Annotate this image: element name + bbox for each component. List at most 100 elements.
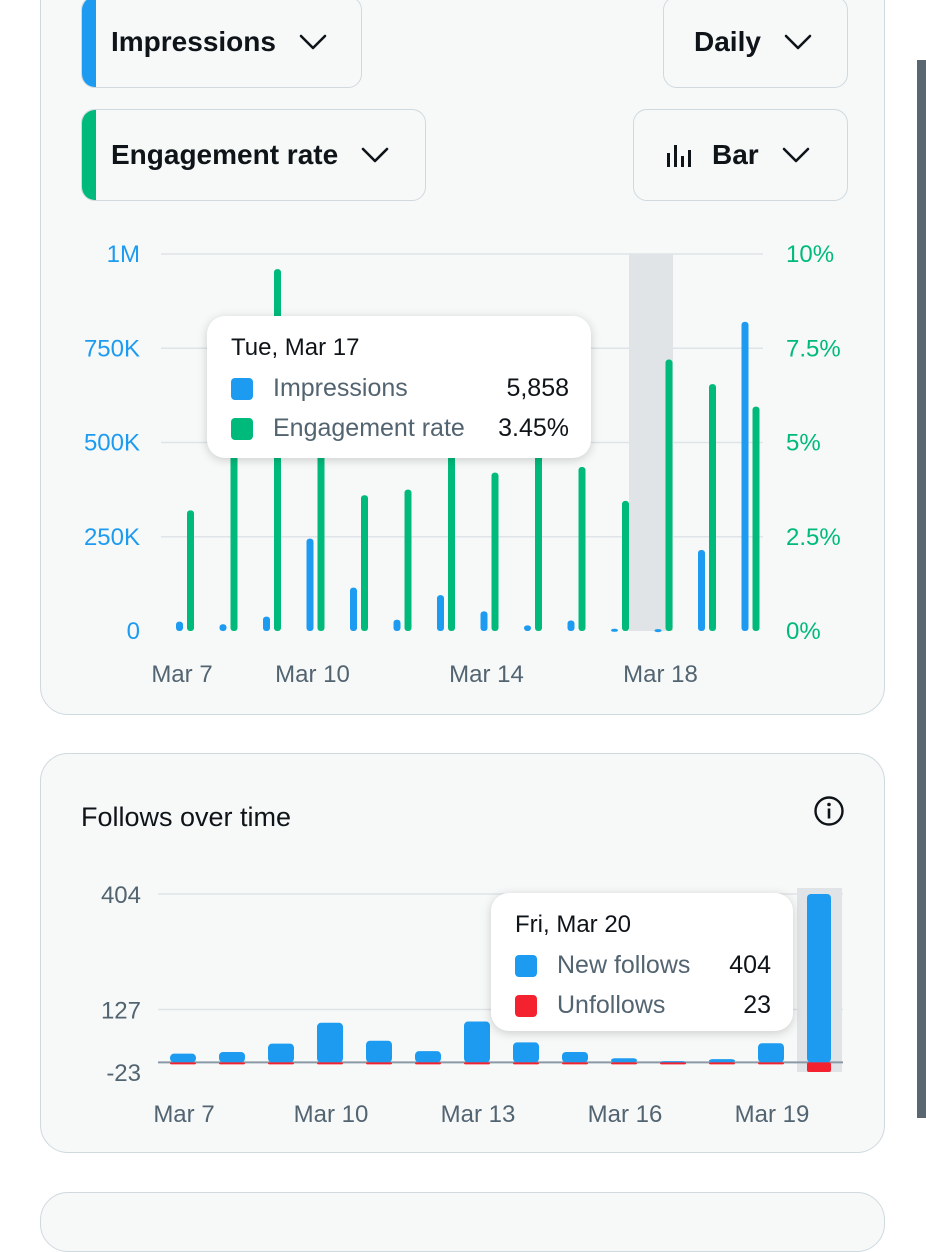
- follows-title: Follows over time: [81, 802, 292, 832]
- engagement-bar: [752, 406, 760, 631]
- unfollows-bar: [268, 1062, 294, 1065]
- unfollows-bar: [807, 1062, 831, 1072]
- scrollbar[interactable]: [917, 60, 926, 1118]
- left-axis-tick-label: 750K: [84, 335, 140, 362]
- engagement-bar: [622, 500, 629, 631]
- engagement-bar: [578, 467, 586, 631]
- unfollows-bar: [219, 1062, 245, 1065]
- impressions-bar: [437, 595, 444, 631]
- right-axis-tick-label: 0%: [786, 618, 821, 645]
- new-follows-bar: [611, 1058, 637, 1063]
- engagement-bar: [361, 495, 368, 631]
- unfollows-bar: [758, 1062, 784, 1065]
- tooltip-row-value: 404: [729, 951, 771, 979]
- impressions-bar: [654, 629, 662, 633]
- new-follows-bar: [807, 894, 831, 1063]
- x-axis-tick-label: Mar 10: [275, 661, 350, 688]
- engagement-swatch: [231, 417, 253, 440]
- x-axis-tick-label: Mar 19: [735, 1101, 810, 1128]
- next-card: [40, 1192, 885, 1252]
- x-axis-tick-label: Mar 16: [588, 1101, 663, 1128]
- left-axis-tick-label: 1M: [107, 241, 140, 268]
- impressions-swatch: [231, 377, 253, 400]
- new-follows-swatch: [515, 954, 537, 977]
- new-follows-bar: [366, 1040, 392, 1063]
- x-axis-tick-label: Mar 7: [151, 661, 212, 688]
- unfollows-bar: [464, 1062, 490, 1065]
- new-follows-bar: [464, 1021, 490, 1063]
- unfollows-bar: [366, 1062, 392, 1065]
- chevron-down-icon: [784, 34, 812, 50]
- new-follows-bar: [415, 1051, 441, 1063]
- engagement-bar: [535, 431, 542, 631]
- follows-card: Follows over time -23 127 404 Mar 7 Mar 10 Ma…: [40, 753, 885, 1153]
- x-axis-tick-label: Mar 10: [294, 1101, 369, 1128]
- secondary-metric-label: Engagement rate: [111, 139, 339, 170]
- engagement-bar: [187, 510, 194, 631]
- bar-chart-icon: [667, 145, 691, 167]
- tooltip-row-new-follows: New follows 404: [515, 951, 771, 980]
- secondary-metric-select[interactable]: Engagement rate: [81, 109, 426, 201]
- unfollows-bar: [611, 1062, 637, 1065]
- impressions-bar: [393, 619, 401, 631]
- chevron-down-icon: [299, 34, 327, 50]
- y-axis-tick-label: 404: [101, 882, 141, 909]
- tooltip-row-label: Unfollows: [557, 991, 666, 1019]
- y-axis-tick-label: -23: [106, 1060, 141, 1087]
- follows-tooltip: Fri, Mar 20 New follows 404 Unfollows 23: [491, 893, 793, 1031]
- impressions-bar: [219, 624, 227, 631]
- secondary-metric-accent: [82, 110, 96, 200]
- unfollows-bar: [562, 1062, 588, 1065]
- primary-metric-select[interactable]: Impressions: [81, 0, 362, 88]
- impressions-bar: [741, 321, 749, 631]
- info-icon[interactable]: [813, 795, 845, 827]
- tooltip-row-value: 23: [743, 991, 771, 1019]
- engagement-bar: [448, 431, 455, 631]
- interval-select[interactable]: Daily: [663, 0, 848, 88]
- tooltip-row-value: 5,858: [506, 374, 569, 402]
- impressions-bar: [350, 587, 357, 631]
- impressions-bar: [524, 625, 531, 631]
- engagement-bar: [230, 431, 238, 631]
- new-follows-bar: [219, 1051, 245, 1063]
- engagement-bar: [317, 442, 325, 631]
- impressions-bar: [306, 538, 314, 631]
- x-axis-tick-label: Mar 18: [623, 661, 698, 688]
- chart-type-select[interactable]: Bar: [633, 109, 848, 201]
- new-follows-bar: [562, 1051, 588, 1063]
- tooltip-row-label: New follows: [557, 951, 691, 979]
- right-axis-tick-label: 5%: [786, 430, 821, 457]
- new-follows-bar: [317, 1022, 343, 1063]
- primary-metric-accent: [82, 0, 96, 87]
- x-axis-tick-label: Mar 13: [441, 1101, 516, 1128]
- chart-type-label: Bar: [712, 139, 759, 170]
- left-axis-tick-label: 0: [127, 618, 140, 645]
- tooltip-row-unfollows: Unfollows 23: [515, 991, 771, 1020]
- new-follows-bar: [268, 1043, 294, 1063]
- unfollows-bar: [660, 1062, 686, 1065]
- new-follows-bar: [709, 1059, 735, 1063]
- tooltip-row-engagement: Engagement rate 3.45%: [231, 414, 569, 443]
- y-axis-tick-label: 127: [101, 997, 141, 1024]
- chart-tooltip: Tue, Mar 17 Impressions 5,858 Engagement…: [207, 316, 591, 458]
- unfollows-bar: [709, 1062, 735, 1065]
- impressions-chart-card: Impressions Daily Engagement rate Bar 0 2…: [40, 0, 885, 715]
- unfollows-bar: [317, 1062, 343, 1065]
- impressions-bar: [567, 620, 575, 631]
- tooltip-row-label: Engagement rate: [273, 414, 465, 442]
- interval-label: Daily: [694, 26, 761, 57]
- engagement-bar: [709, 384, 716, 631]
- chevron-down-icon: [782, 147, 810, 163]
- engagement-bar: [404, 489, 412, 631]
- x-axis-tick-label: Mar 14: [449, 661, 524, 688]
- unfollows-bar: [415, 1062, 441, 1065]
- engagement-bar: [665, 359, 673, 631]
- tooltip-date: Fri, Mar 20: [515, 911, 632, 938]
- unfollows-bar: [170, 1062, 196, 1065]
- primary-metric-label: Impressions: [111, 26, 276, 57]
- left-axis-tick-label: 250K: [84, 524, 140, 551]
- x-axis-tick-label: Mar 7: [153, 1101, 214, 1128]
- new-follows-bar: [758, 1043, 784, 1063]
- tooltip-row-value: 3.45%: [498, 414, 569, 442]
- left-axis-tick-label: 500K: [84, 430, 140, 457]
